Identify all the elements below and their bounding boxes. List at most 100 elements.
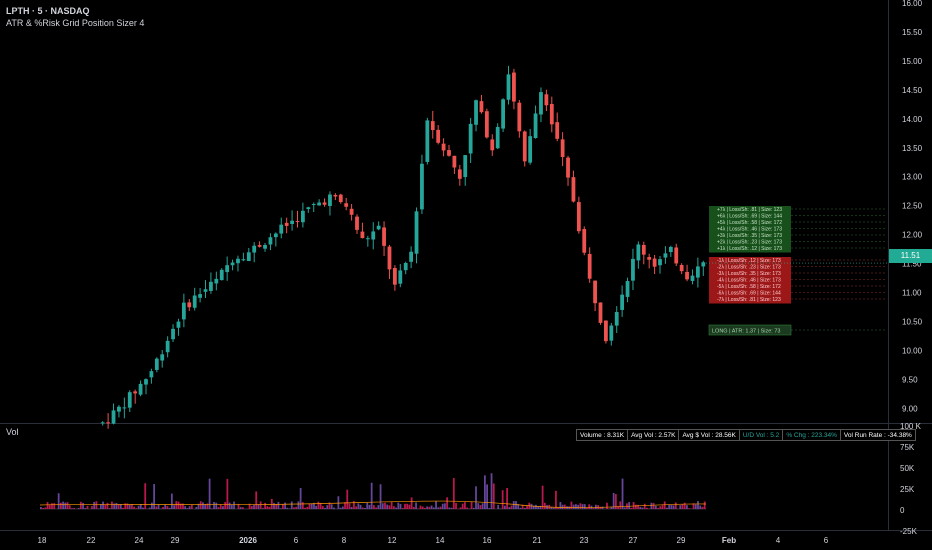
volume-bar — [297, 501, 300, 509]
volume-bar — [126, 503, 129, 509]
y-tick-label: 13.00 — [902, 173, 923, 182]
candle-body — [176, 321, 181, 328]
volume-bar — [484, 475, 486, 509]
volume-bar — [266, 506, 269, 509]
candle-body — [392, 268, 397, 285]
candle-body — [382, 227, 386, 246]
stat-avg-vol: Avg Vol : 2.57K — [627, 429, 680, 441]
volume-bar — [84, 508, 87, 509]
volume-bar — [204, 504, 207, 509]
volume-bar — [264, 502, 266, 509]
volume-bar — [532, 505, 535, 509]
volume-bar — [563, 504, 566, 509]
volume-bar — [621, 478, 624, 509]
volume-bar — [459, 507, 462, 509]
volume-bar — [197, 503, 200, 509]
volume-bar — [66, 502, 69, 509]
volume-bar — [99, 504, 102, 509]
volume-bar — [501, 490, 504, 509]
volume-bar — [543, 502, 546, 509]
candle-body — [230, 262, 235, 266]
profit-row-label: +1λ | Loss/Sh: .12 | Size: 173 — [717, 246, 782, 252]
candle-body — [647, 256, 652, 260]
x-tick-label: 22 — [87, 536, 96, 545]
candle-body — [468, 123, 473, 154]
volume-bar — [142, 507, 144, 509]
volume-y-tick-label: 0 — [900, 506, 905, 515]
volume-bar — [306, 506, 309, 509]
volume-bar — [182, 503, 184, 509]
volume-bar — [91, 506, 93, 509]
volume-bar — [406, 503, 409, 509]
volume-bar — [488, 508, 491, 509]
volume-bar — [155, 506, 158, 509]
volume-bar — [579, 503, 582, 509]
volume-bar — [701, 506, 704, 509]
candle-body — [355, 216, 359, 230]
volume-bar — [135, 508, 138, 509]
volume-bar — [470, 501, 473, 509]
volume-bar — [370, 482, 373, 509]
volume-bar — [424, 507, 426, 509]
volume-bar — [421, 506, 424, 509]
volume-bar — [699, 505, 702, 509]
candle-body — [171, 328, 175, 340]
volume-bar — [108, 508, 111, 509]
y-tick-label: 11.00 — [902, 289, 922, 298]
volume-bar — [139, 504, 142, 509]
volume-bar — [97, 508, 100, 509]
profit-row-label: +5λ | Loss/Sh: .58 | Size: 172 — [717, 220, 782, 226]
volume-bar — [286, 507, 289, 509]
candle-body — [214, 278, 219, 284]
candle-body — [701, 262, 706, 267]
candle-body — [144, 379, 148, 385]
volume-bar — [559, 502, 562, 509]
volume-bar — [448, 507, 451, 509]
volume-bar — [515, 501, 517, 509]
volume-bar — [199, 501, 202, 509]
volume-bar — [257, 504, 260, 509]
volume-bar — [361, 507, 364, 509]
volume-bar — [144, 483, 147, 509]
volume-bar — [195, 507, 198, 509]
volume-bar — [79, 501, 82, 509]
candle-body — [100, 422, 105, 424]
loss-row-label: -4λ | Loss/Sh: .46 | Size: 173 — [717, 278, 781, 284]
volume-bar — [575, 504, 577, 509]
volume-bar — [399, 503, 402, 509]
volume-bar — [581, 504, 584, 509]
volume-bar — [290, 501, 293, 509]
x-tick-label: 23 — [580, 536, 589, 545]
volume-bar — [634, 504, 637, 509]
y-tick-label: 10.00 — [902, 347, 923, 356]
volume-bar — [153, 483, 155, 509]
loss-box-bg — [709, 257, 791, 304]
candle-body — [149, 371, 154, 378]
volume-bar — [486, 484, 488, 509]
volume-bar — [233, 501, 235, 509]
volume-bar — [641, 507, 644, 509]
stat-pct-chg: % Chg : 223.34% — [782, 429, 841, 441]
volume-bar — [219, 504, 222, 509]
candle-body — [187, 302, 192, 308]
volume-bar — [337, 496, 340, 509]
volume-bar — [173, 505, 175, 509]
candle-body — [436, 129, 441, 143]
volume-bar — [44, 507, 47, 509]
volume-bar — [426, 506, 429, 509]
volume-bar — [324, 507, 326, 509]
volume-bar — [164, 504, 167, 509]
volume-bar — [255, 491, 258, 509]
last-price-badge: 11.51 — [889, 249, 932, 263]
volume-bar — [661, 505, 664, 509]
volume-bar — [401, 508, 404, 509]
loss-row-label: -5λ | Loss/Sh: .58 | Size: 172 — [717, 284, 781, 290]
volume-bar — [637, 504, 639, 509]
volume-bar — [277, 501, 280, 509]
volume-y-tick-label: 25K — [900, 485, 915, 494]
volume-y-tick-label: 100 K — [900, 422, 922, 431]
candle-body — [604, 320, 608, 342]
volume-bar — [279, 508, 282, 509]
candle-body — [311, 204, 316, 206]
